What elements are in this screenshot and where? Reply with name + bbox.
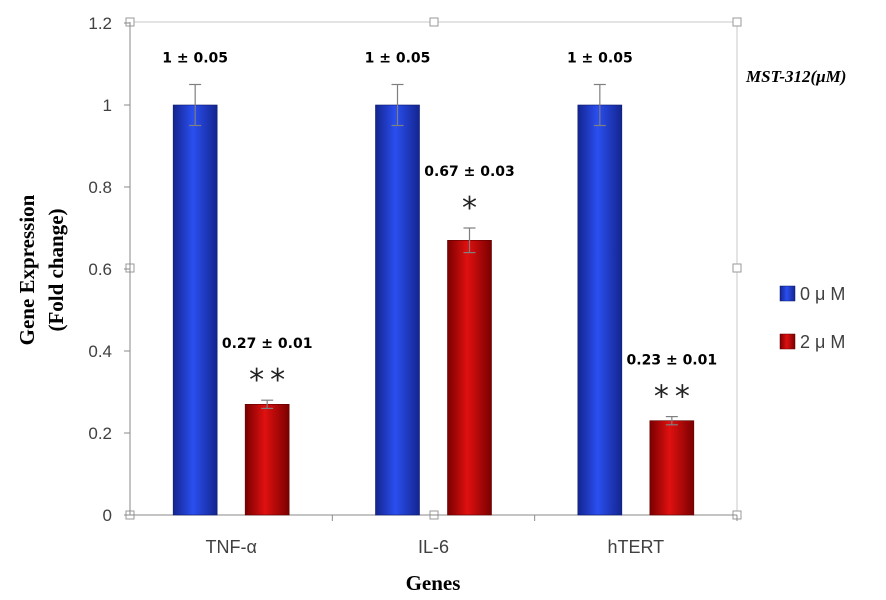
bar-control <box>375 104 420 516</box>
legend-label-1: 2 μ M <box>800 332 845 352</box>
significance-marker: * <box>462 191 477 226</box>
y-axis-ticks: 0 0.2 0.4 0.6 0.8 1 1.2 <box>88 14 130 525</box>
x-tick-label: IL-6 <box>418 537 449 557</box>
data-label: 1 ± 0.05 <box>365 51 431 67</box>
legend-title: MST-312(μM) <box>745 67 846 86</box>
bar-treated <box>244 403 290 516</box>
y-tick-label: 0 <box>103 506 112 525</box>
bar-control <box>172 104 218 516</box>
y-tick-label: 0.2 <box>88 424 112 443</box>
y-tick-label: 0.8 <box>88 178 112 197</box>
y-tick-label: 1.2 <box>88 14 112 33</box>
error-bars <box>189 83 678 426</box>
y-tick-label: 1 <box>103 96 112 115</box>
significance-marker: * * <box>654 380 690 415</box>
frame-handles <box>125 17 742 520</box>
y-tick-label: 0.6 <box>88 260 112 279</box>
legend-swatch-0 <box>779 285 796 302</box>
data-label: 1 ± 0.05 <box>567 51 633 67</box>
significance-marker: * * <box>249 363 285 398</box>
legend-swatch-1 <box>779 333 796 350</box>
legend-label-0: 0 μ M <box>800 284 845 304</box>
bar-treated <box>649 420 695 516</box>
y-axis-title-line1: Gene Expression <box>15 194 39 345</box>
data-labels: 1 ± 0.05 0.27 ± 0.01 * * 1 ± 0.05 0.67 ± 0.0… <box>162 51 717 415</box>
bars <box>172 104 695 516</box>
legend: 0 μ M 2 μ M <box>779 284 845 352</box>
data-label: 0.27 ± 0.01 <box>222 336 313 352</box>
y-tick-label: 0.4 <box>88 342 112 361</box>
bar-control <box>577 104 623 516</box>
data-label: 1 ± 0.05 <box>162 51 228 67</box>
y-axis-title-line2: (Fold change) <box>44 208 68 331</box>
data-label: 0.67 ± 0.03 <box>424 164 515 180</box>
x-tick-label: hTERT <box>607 537 664 557</box>
x-axis-ticks: TNF-α IL-6 hTERT <box>205 515 738 557</box>
x-axis-title: Genes <box>406 571 461 595</box>
plot-frame <box>129 21 738 516</box>
bar-treated <box>447 240 492 516</box>
x-tick-label: TNF-α <box>205 537 256 557</box>
data-label: 0.23 ± 0.01 <box>627 353 718 369</box>
